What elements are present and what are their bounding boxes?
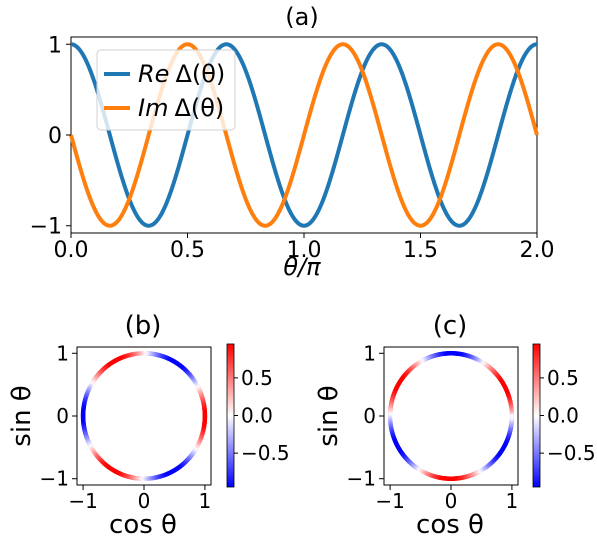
- panel-a-ticks: 0.0 0.5 1.0 1.5 2.0 −1 0 1: [30, 33, 555, 263]
- x-tick-label: 0: [445, 489, 458, 513]
- panel-b-colorbar-ticks: 0.5 0.0 −0.5: [234, 366, 290, 465]
- panel-c: (c) −1 0 1 −1 0 1 cos θ sin θ 0.5 0.0 −0.5: [314, 311, 596, 540]
- series-line-re: [70, 42, 538, 228]
- legend-box: [96, 49, 236, 131]
- series-line-im: [69, 42, 539, 228]
- panel-a-xlabel: θ/π: [283, 253, 321, 281]
- y-tick-label: 1: [363, 341, 376, 365]
- x-tick-label: 0.0: [54, 238, 89, 263]
- panel-c-title: (c): [433, 311, 468, 341]
- panel-a: (a) 0.0 0.5 1.0 1.5 2.0 −1 0 1 Re Δ(θ) Im Δ(θ) θ/…: [30, 3, 555, 281]
- panel-a-series: [69, 42, 539, 228]
- y-tick-label: 0: [363, 404, 376, 428]
- y-tick-label: 1: [56, 341, 69, 365]
- y-tick-label: −1: [40, 467, 69, 491]
- y-tick-label: −1: [347, 467, 376, 491]
- panel-c-ylabel: sin θ: [314, 385, 344, 446]
- panel-c-colorbar-ticks: 0.5 0.0 −0.5: [540, 366, 596, 465]
- panel-c-xlabel: cos θ: [416, 510, 484, 540]
- x-tick-label: 1: [199, 489, 212, 513]
- x-tick-label: 1.0: [287, 238, 322, 263]
- panel-b-colorbar: 0.5 0.0 −0.5: [226, 343, 290, 488]
- legend-label-re: Re Δ(θ): [138, 60, 225, 88]
- panel-b: (b) −1 0 1 −1 0 1 cos θ sin θ 0.5 0.0 −0.5: [7, 311, 290, 540]
- colorbar-tick-label: 0.0: [547, 404, 579, 428]
- x-tick-label: 0.5: [170, 238, 205, 263]
- y-tick-label: 0: [48, 124, 62, 149]
- panel-b-xlabel: cos θ: [109, 510, 177, 540]
- y-tick-label: −1: [30, 215, 62, 240]
- panel-b-colorbar-bar: [226, 343, 235, 488]
- panel-c-frame: [383, 346, 519, 486]
- colorbar-tick-label: 0.5: [547, 366, 579, 390]
- panel-a-title: (a): [285, 3, 318, 31]
- panel-c-colorbar: 0.5 0.0 −0.5: [532, 343, 596, 488]
- colorbar-tick-label: 0.5: [241, 366, 273, 390]
- colorbar-tick-label: 0.0: [241, 404, 273, 428]
- x-tick-label: −1: [375, 489, 404, 513]
- legend-label-im: Im Δ(θ): [138, 94, 224, 122]
- y-tick-label: 1: [48, 33, 62, 58]
- y-tick-label: 0: [56, 404, 69, 428]
- colorbar-tick-label: −0.5: [241, 441, 290, 465]
- panel-c-colorbar-bar: [532, 343, 541, 488]
- x-tick-label: 0: [138, 489, 151, 513]
- panel-a-legend: Re Δ(θ) Im Δ(θ): [96, 49, 236, 131]
- panel-b-title: (b): [125, 311, 162, 341]
- panel-b-ring: [80, 351, 208, 481]
- x-tick-label: 1.5: [403, 238, 438, 263]
- panel-c-ticks: −1 0 1 −1 0 1: [347, 341, 519, 513]
- panel-b-frame: [76, 346, 212, 486]
- x-tick-label: 2.0: [520, 238, 555, 263]
- colorbar-tick-label: −0.5: [547, 441, 596, 465]
- x-tick-label: 1: [506, 489, 519, 513]
- x-tick-label: −1: [68, 489, 97, 513]
- panel-c-ring: [387, 351, 515, 481]
- panel-b-ylabel: sin θ: [7, 385, 37, 446]
- panel-b-ticks: −1 0 1 −1 0 1: [40, 341, 212, 513]
